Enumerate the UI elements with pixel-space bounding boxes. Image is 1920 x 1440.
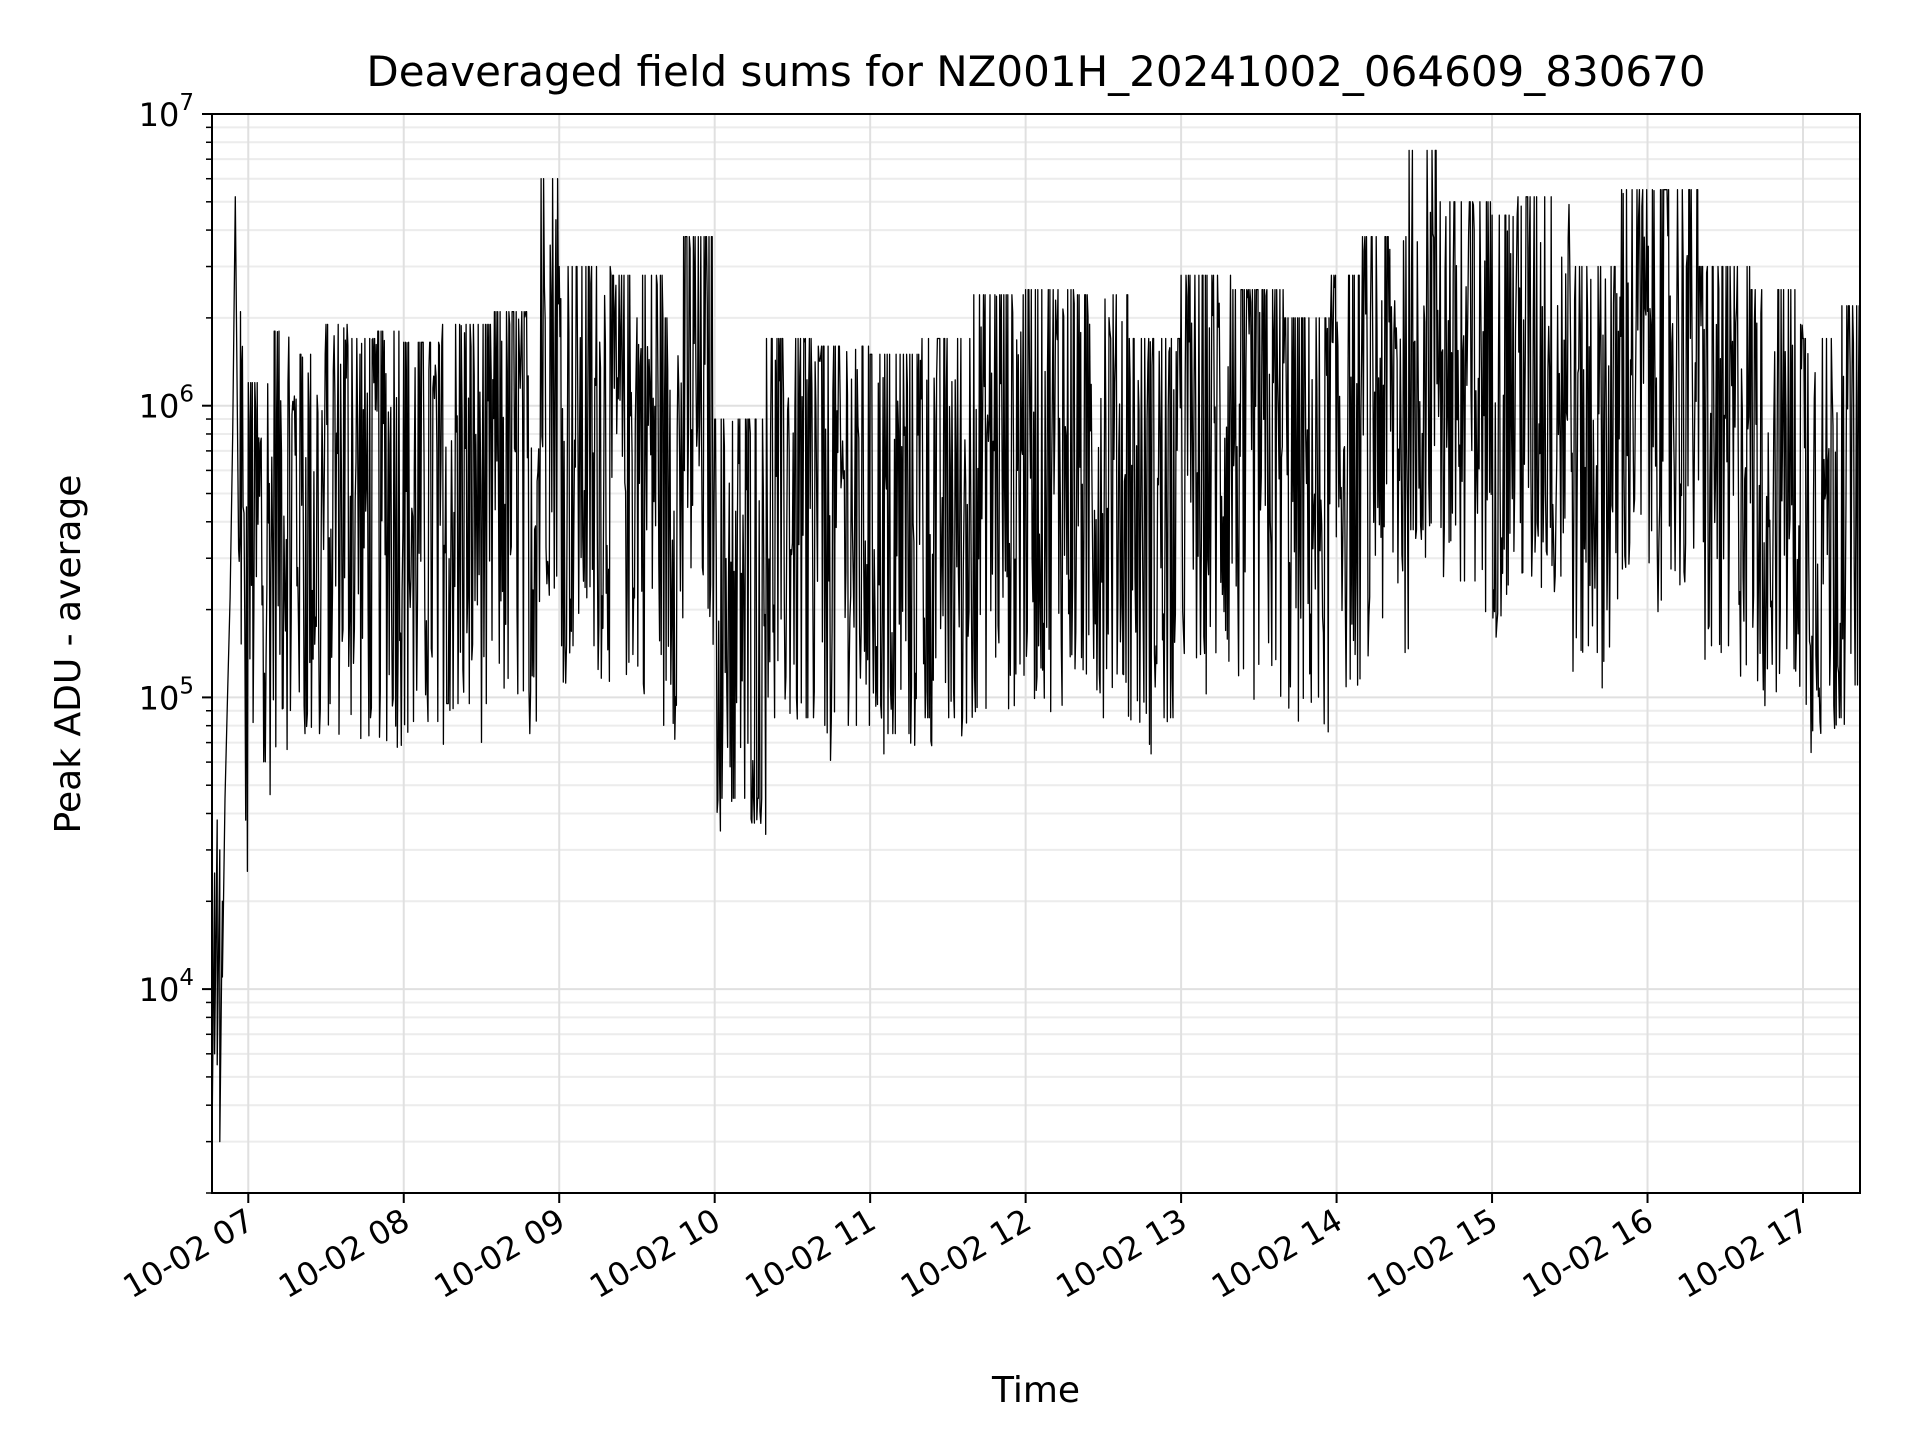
series-line-0 bbox=[212, 149, 1860, 1143]
y-tick-label: 104 bbox=[139, 965, 194, 1009]
x-axis-label: Time bbox=[991, 1370, 1080, 1411]
y-tick-label: 107 bbox=[139, 90, 194, 134]
y-axis-label: Peak ADU - average bbox=[48, 475, 89, 834]
series-layer bbox=[212, 149, 1860, 1143]
plot-frame bbox=[211, 113, 1861, 1194]
chart-title: Deaveraged field sums for NZ001H_2024100… bbox=[366, 47, 1705, 96]
y-tick-label: 106 bbox=[139, 382, 194, 426]
y-tick-label: 105 bbox=[139, 673, 194, 717]
y-axis-ticks: 104 105 106 107 bbox=[139, 90, 212, 1194]
